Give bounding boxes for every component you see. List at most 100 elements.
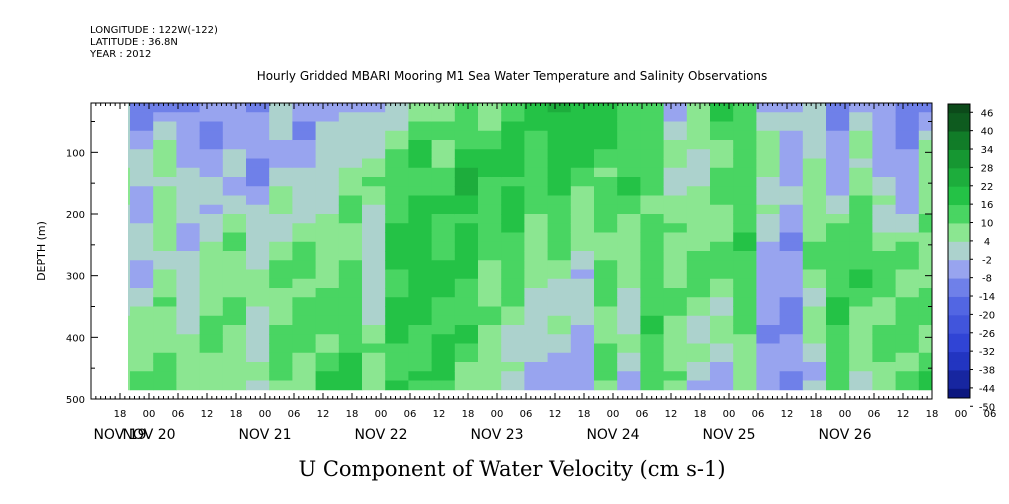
heatmap-cell [199,362,224,372]
colorbar-label: -38 [979,366,995,377]
heatmap-cell [547,232,572,243]
heatmap-cell [570,177,595,187]
x-tick-label: 06 [288,409,301,420]
heatmap-cell [315,362,340,372]
heatmap-cell [524,380,549,391]
x-tick-label: 06 [752,409,765,420]
colorbar: 46 40 34 28 22 16 10 4 -2 -8 -14 -20 -26 -32 -38 -44 -50 [947,103,995,413]
heatmap-cell [663,103,688,113]
heatmap-cell [269,232,293,243]
heatmap-cell [640,140,665,150]
heatmap-cell [756,343,781,354]
colorbar-band [948,223,970,234]
heatmap-cell [594,149,618,159]
heatmap-cell [547,167,572,178]
heatmap-cell [733,232,757,243]
heatmap-cell [454,343,479,354]
heatmap-cell [617,112,641,122]
heatmap-cell [547,325,572,335]
heatmap-cell [338,297,363,307]
heatmap-cell [292,177,317,187]
heatmap-cell [408,269,433,280]
heatmap-cell [315,297,340,307]
heatmap-cell [176,251,201,261]
heatmap-cell [779,130,804,141]
heatmap-cell [524,130,549,141]
heatmap-cell [176,269,201,280]
heatmap-cell [733,223,757,233]
heatmap-cell [524,195,549,206]
heatmap-cell [408,260,433,270]
colorbar-band [948,278,970,289]
heatmap-cell [733,130,757,141]
heatmap-cell [292,297,317,307]
heatmap-cell [640,130,665,141]
heatmap-cell [849,278,873,289]
heatmap-cell [895,362,920,372]
heatmap-cell [570,278,595,289]
heatmap-cell [617,204,641,215]
heatmap-cell [176,371,201,381]
colorbar-band [948,140,970,151]
heatmap-cell [246,130,270,141]
heatmap-cell [128,343,131,354]
heatmap-cell [130,103,154,113]
heatmap-cell [501,140,525,150]
heatmap-cell [501,103,525,113]
heatmap-cell [478,204,502,215]
heatmap-cell [199,269,224,280]
heatmap-cell [338,315,363,326]
heatmap-cell [686,352,711,363]
heatmap-cell [802,343,827,354]
heatmap-cell [408,149,433,159]
heatmap-cell [292,130,317,141]
heatmap-cell [547,269,572,280]
heatmap-cell [362,241,386,252]
heatmap-cell [570,186,595,196]
heatmap-cell [454,167,479,178]
heatmap-cell [338,260,363,270]
heatmap-cell [362,149,386,159]
heatmap-cell [338,362,363,372]
heatmap-cell [362,112,386,122]
heatmap-cell [199,260,224,270]
heatmap-cell [918,269,932,280]
x-day-label: NOV 22 [354,427,407,443]
heatmap-cell [362,232,386,243]
heatmap-cell [199,352,224,363]
heatmap-cell [269,334,293,344]
heatmap-cell [617,251,641,261]
heatmap-cell [733,158,757,169]
heatmap-cell [362,362,386,372]
heatmap-cell [849,334,873,344]
x-tick-label: 12 [897,409,910,420]
heatmap-cell [663,288,688,298]
heatmap-cell [385,251,409,261]
heatmap-cell [385,121,409,132]
colorbar-band [948,104,970,114]
heatmap-cell [315,241,340,252]
heatmap-cell [733,251,757,261]
heatmap-cell [872,343,897,354]
heatmap-cell [570,158,595,169]
heatmap-cell [872,241,897,252]
heatmap-cell [779,343,804,354]
heatmap-cell [246,325,270,335]
heatmap-cell [872,278,897,289]
heatmap-cell [547,214,572,224]
heatmap-cell [454,214,479,224]
heatmap-cell [872,214,897,224]
heatmap-cell [408,204,433,215]
heatmap-cell [454,177,479,187]
heatmap-cell [918,334,932,344]
heatmap-cell [246,186,270,196]
heatmap-cell [617,269,641,280]
heatmap-cell [478,334,502,344]
heatmap-cell [570,334,595,344]
heatmap-cell [130,177,154,187]
heatmap-cell [524,223,549,233]
heatmap-cell [130,269,154,280]
colorbar-label: -26 [979,329,995,340]
heatmap-cell [872,103,897,113]
heatmap-cell [269,167,293,178]
